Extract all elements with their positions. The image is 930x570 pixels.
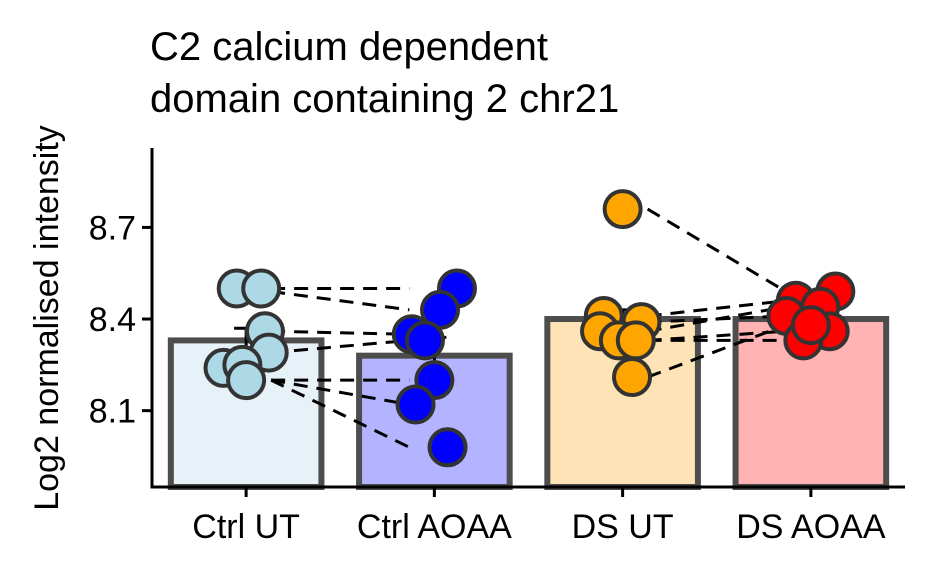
y-tick-label-1: 8.4 (89, 301, 136, 339)
point-1 (241, 268, 282, 309)
point-27 (790, 305, 831, 346)
pair-line-8 (647, 299, 787, 318)
x-tick-label-2: DS UT (572, 508, 674, 546)
x-tick-label-3: DS AOAA (736, 508, 886, 546)
axes-layer: 8.1 8.4 8.7 Ctrl UT Ctrl AOAA DS UT DS AOAA (89, 148, 905, 546)
pair-line-6 (270, 378, 411, 449)
pair-line-10 (647, 305, 787, 333)
pair-line-1 (270, 290, 410, 312)
x-tick-label-1: Ctrl AOAA (357, 508, 512, 546)
point-12 (395, 384, 436, 425)
pair-line-5 (270, 378, 410, 407)
y-axis-label: Log2 normalised intensity (28, 125, 66, 511)
point-14 (602, 189, 643, 230)
chart-title-line-2: domain containing 2 chr21 (150, 77, 619, 121)
y-tick-label-2: 8.7 (89, 209, 136, 247)
pair-lines-layer (270, 207, 787, 449)
y-tick-label-0: 8.1 (89, 393, 136, 431)
points-layer (203, 189, 856, 468)
pair-line-13 (647, 323, 787, 379)
point-6 (226, 360, 267, 401)
point-19 (615, 320, 656, 361)
pair-line-7 (646, 207, 787, 293)
point-10 (404, 320, 445, 361)
x-tick-label-0: Ctrl UT (192, 508, 300, 546)
point-13 (427, 427, 468, 468)
pair-line-2 (271, 329, 410, 336)
point-20 (612, 357, 653, 398)
bar-3 (732, 316, 890, 491)
chart-title-line-1: C2 calcium dependent (150, 25, 548, 69)
pair-line-3 (270, 338, 410, 355)
